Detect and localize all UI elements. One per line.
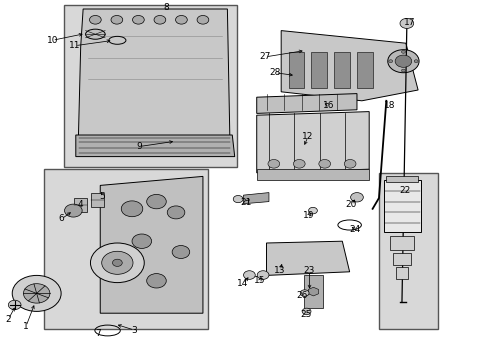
Circle shape (102, 251, 133, 274)
Text: 13: 13 (274, 266, 285, 275)
Text: 7: 7 (95, 329, 101, 338)
Text: 3: 3 (131, 325, 137, 335)
Polygon shape (256, 94, 356, 113)
Bar (386, 176, 417, 182)
Circle shape (401, 69, 405, 72)
Polygon shape (78, 9, 229, 144)
Circle shape (302, 308, 310, 315)
Circle shape (401, 50, 405, 53)
Circle shape (132, 234, 151, 248)
Bar (378, 173, 437, 329)
Text: 11: 11 (69, 41, 81, 50)
Circle shape (121, 201, 142, 217)
Circle shape (154, 15, 165, 24)
Bar (389, 236, 413, 250)
Circle shape (12, 275, 61, 311)
Bar (63, 5, 237, 167)
Text: 5: 5 (99, 192, 104, 202)
Circle shape (308, 207, 317, 214)
Circle shape (243, 271, 255, 279)
Text: 15: 15 (254, 276, 265, 284)
Text: 18: 18 (383, 101, 395, 110)
Bar (256, 169, 368, 180)
Bar (44, 169, 207, 329)
Circle shape (8, 300, 21, 310)
Circle shape (146, 194, 166, 209)
Circle shape (257, 271, 268, 279)
Text: 10: 10 (46, 36, 58, 45)
Text: 19: 19 (303, 211, 314, 220)
Circle shape (318, 159, 330, 168)
Text: 26: 26 (295, 292, 307, 300)
Polygon shape (100, 176, 203, 313)
Circle shape (267, 159, 279, 168)
Circle shape (175, 15, 187, 24)
Circle shape (111, 15, 122, 24)
Bar (395, 267, 407, 279)
Text: 12: 12 (302, 132, 313, 141)
Circle shape (387, 50, 418, 73)
Text: 24: 24 (348, 225, 360, 234)
Text: 17: 17 (403, 18, 415, 27)
Polygon shape (76, 135, 234, 157)
Circle shape (23, 284, 50, 303)
Circle shape (90, 243, 144, 283)
Circle shape (413, 60, 417, 63)
Polygon shape (308, 287, 318, 296)
Text: 20: 20 (345, 200, 356, 209)
Polygon shape (243, 193, 268, 204)
Text: 9: 9 (136, 142, 142, 151)
Bar (288, 52, 304, 88)
Polygon shape (281, 31, 417, 101)
Text: 16: 16 (322, 101, 334, 110)
Circle shape (167, 206, 184, 219)
Text: 23: 23 (303, 266, 315, 275)
Polygon shape (256, 112, 368, 173)
Bar (91, 193, 104, 207)
Bar (392, 253, 410, 265)
Text: 8: 8 (163, 4, 169, 13)
Circle shape (399, 18, 413, 28)
Bar (357, 52, 372, 88)
Text: 25: 25 (300, 310, 311, 319)
Text: 14: 14 (237, 279, 248, 288)
Bar (304, 275, 322, 308)
Text: 22: 22 (398, 186, 410, 195)
Circle shape (344, 159, 355, 168)
Circle shape (233, 195, 243, 203)
Circle shape (394, 55, 411, 67)
Text: 21: 21 (240, 198, 252, 207)
Circle shape (64, 204, 82, 217)
Text: 6: 6 (59, 215, 64, 223)
Text: 2: 2 (5, 315, 11, 324)
Bar (311, 52, 326, 88)
Circle shape (350, 193, 363, 202)
Circle shape (300, 290, 308, 296)
Polygon shape (266, 241, 349, 275)
Text: 27: 27 (259, 53, 271, 62)
Bar (334, 52, 349, 88)
Circle shape (293, 159, 305, 168)
Circle shape (132, 15, 144, 24)
Circle shape (146, 274, 166, 288)
Circle shape (388, 60, 392, 63)
Ellipse shape (85, 29, 105, 39)
Circle shape (172, 246, 189, 258)
Bar (383, 180, 420, 232)
Bar (74, 198, 87, 212)
Text: 4: 4 (78, 200, 83, 209)
Text: 28: 28 (269, 68, 281, 77)
Text: 1: 1 (23, 322, 29, 331)
Circle shape (89, 15, 101, 24)
Circle shape (112, 259, 122, 266)
Circle shape (197, 15, 208, 24)
